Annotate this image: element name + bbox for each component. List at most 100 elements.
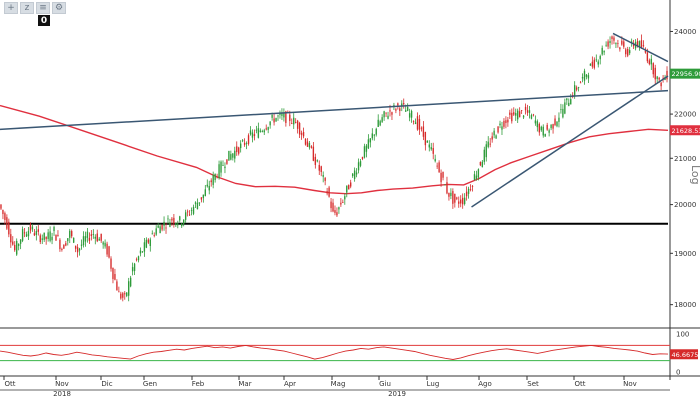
candle [475,170,478,181]
candle-body [581,77,584,79]
zoom-icon[interactable]: z [20,2,34,14]
candle [137,255,140,263]
candle-body [263,130,265,133]
settings-icon[interactable]: ⚙ [52,2,66,14]
candle-body [131,267,134,272]
candle [171,216,173,226]
candle-body [220,161,222,173]
candle-body [642,45,645,47]
candle-body [644,50,647,53]
candle-body [16,240,18,255]
candle-body [188,214,191,216]
candle-body [0,204,2,209]
candle [487,136,489,149]
candle-body [548,130,550,133]
candle [324,176,326,186]
candle-body [139,250,142,254]
candle-body [120,293,122,299]
candle [515,108,517,121]
candle-body [198,202,201,204]
candle [442,171,444,181]
candle [76,244,79,258]
candle [236,141,238,156]
candle-body [122,293,124,298]
candle [114,268,116,281]
candle-body [627,49,629,56]
candle-body [528,110,531,113]
candle [581,73,584,83]
x-month-label: Ott [5,380,16,388]
candle-body [532,114,535,116]
candle-body [625,49,627,55]
candle-body [365,145,368,152]
candle-body [454,193,456,203]
candle-body [387,115,389,119]
candle [163,216,165,231]
candle [59,238,61,252]
candle [133,262,136,276]
candle-body [597,61,599,65]
candle-body [416,116,419,130]
candle [212,171,214,189]
candle-body [241,140,244,142]
oscillator-line [0,344,669,360]
candle [65,240,67,247]
candle [29,222,32,234]
candle-body [507,119,509,123]
candle-body [607,41,609,47]
candle [196,198,199,210]
candle [49,226,51,243]
candle-body [471,185,474,187]
candle [43,232,45,242]
candle [550,124,552,131]
candle [33,228,36,237]
candle-body [37,229,39,232]
candle [568,98,570,107]
crosshair-icon[interactable]: + [4,2,18,14]
candle-body [314,156,317,165]
candle [122,291,124,302]
candle [220,160,222,177]
candle-body [540,126,542,131]
candle-body [82,236,85,246]
candle [532,113,535,117]
ma-value-badge [670,125,700,136]
candle [613,35,615,45]
candle-body [49,231,51,241]
candle [314,153,317,169]
candle [63,244,65,249]
candle [351,173,354,178]
candle-body [90,234,93,236]
candle [19,239,22,250]
candle-body [304,138,307,145]
candle-body [660,82,662,87]
candle-body [636,41,639,47]
candle [424,131,427,151]
candle-body [589,63,592,66]
candle [566,98,568,105]
moving-average-layer [0,104,669,195]
candle-body [570,99,572,105]
candle-body [348,185,350,190]
candle [517,108,519,124]
candle [300,130,303,140]
candle [269,121,271,129]
candle [279,110,281,119]
candle-body [129,277,132,287]
candle [116,279,118,291]
indicator-count-badge[interactable]: 0 [38,15,50,26]
candle [336,207,338,218]
candle [126,292,128,298]
candle [446,176,448,195]
candle [318,160,320,175]
candle [379,119,381,127]
candle [204,184,206,197]
candle-body [45,236,47,240]
candle-body [308,143,311,148]
candle [625,47,627,58]
candle [214,173,216,183]
candle-body [86,231,89,238]
candle [381,114,383,124]
candle [84,231,87,247]
pan-icon[interactable]: ≡ [36,2,50,14]
